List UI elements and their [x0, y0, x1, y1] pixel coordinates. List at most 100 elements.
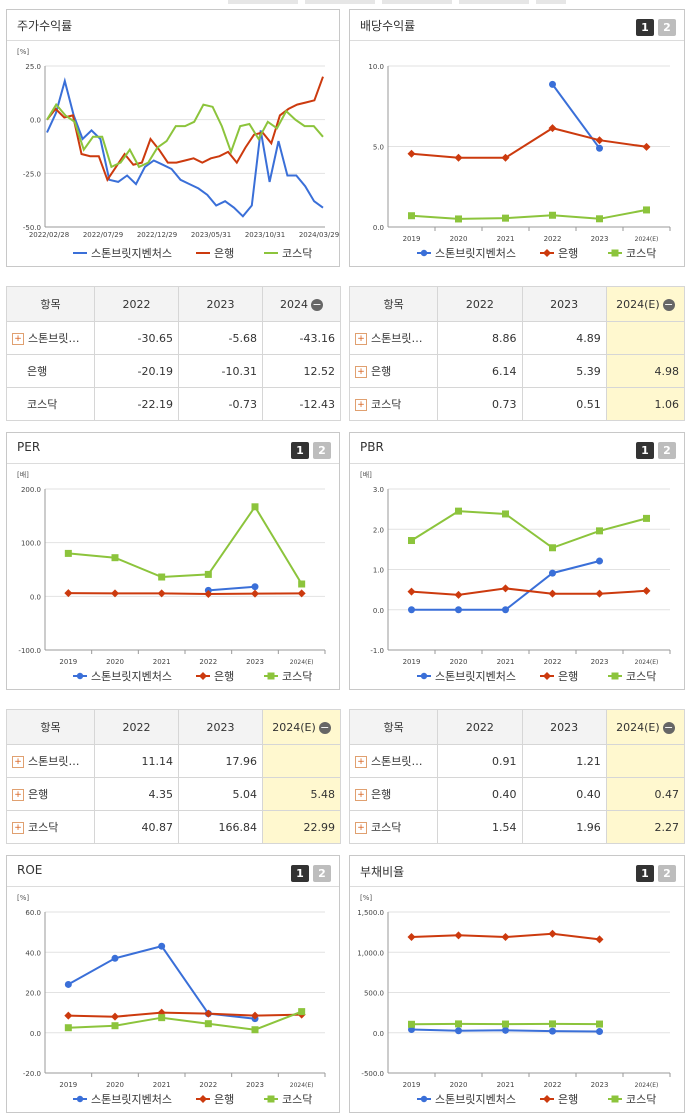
view-2-button[interactable]: 2: [658, 442, 676, 459]
collapse-icon[interactable]: −: [311, 299, 323, 311]
expand-icon[interactable]: +: [12, 789, 24, 801]
table-header: 2022: [95, 710, 179, 745]
data-point: [596, 590, 604, 598]
data-point: [65, 1024, 72, 1031]
expand-icon[interactable]: +: [355, 756, 367, 768]
legend-label: 은행: [214, 1093, 234, 1106]
data-point: [111, 1013, 119, 1021]
y-tick-label: -1.0: [370, 647, 384, 655]
table-cell: 5.39: [522, 355, 606, 388]
panel-title: PER: [17, 440, 40, 454]
data-point: [549, 930, 557, 938]
data-point: [502, 1027, 509, 1034]
table-cell: 11.14: [95, 745, 179, 778]
data-point: [205, 571, 212, 578]
x-tick-label: 2022/12/29: [137, 231, 177, 239]
row-label: 은행: [27, 365, 47, 378]
table-cell: 0.40: [522, 778, 606, 811]
expand-icon[interactable]: +: [12, 756, 24, 768]
y-tick-label: 1,500.0: [357, 909, 384, 917]
table-header: 2022: [95, 287, 179, 322]
expand-icon[interactable]: +: [355, 399, 367, 411]
data-point: [549, 212, 556, 219]
legend-marker: [199, 672, 207, 680]
table-cell: 1.96: [522, 811, 606, 844]
row-label: 은행: [28, 788, 48, 801]
expand-icon[interactable]: +: [355, 822, 367, 834]
y-tick-label: 10.0: [368, 63, 384, 71]
expand-icon[interactable]: +: [12, 333, 24, 345]
legend-marker: [268, 673, 275, 680]
legend-marker: [77, 1096, 83, 1102]
view-1-button[interactable]: 1: [636, 442, 654, 459]
x-tick-label: 2023: [591, 658, 609, 666]
view-2-button[interactable]: 2: [313, 442, 331, 459]
table-cell: 0.47: [606, 778, 684, 811]
expand-icon[interactable]: +: [12, 822, 24, 834]
header-label: 2023: [550, 298, 578, 311]
y-tick-label: 3.0: [373, 486, 384, 494]
table-cell: -5.68: [179, 322, 263, 355]
legend-label: 코스닥: [282, 247, 312, 260]
series-line: [47, 77, 323, 180]
header-label: 2022: [123, 298, 151, 311]
table-header: 2023: [179, 287, 263, 322]
x-tick-label: 2019: [59, 1081, 77, 1089]
row-label: 코스닥: [371, 821, 401, 834]
view-2-button[interactable]: 2: [658, 865, 676, 882]
collapse-icon[interactable]: −: [319, 722, 331, 734]
data-point: [596, 215, 603, 222]
table-header: 항목: [7, 710, 95, 745]
data-point: [596, 527, 603, 534]
expand-icon[interactable]: +: [355, 333, 367, 345]
expand-icon[interactable]: +: [355, 789, 367, 801]
x-tick-label: 2021: [153, 658, 171, 666]
view-1-button[interactable]: 1: [636, 865, 654, 882]
data-point: [502, 1021, 509, 1028]
legend-label: 스톤브릿지벤처스: [435, 670, 516, 683]
y-axis-unit: [%]: [360, 894, 372, 902]
table-cell: 4.35: [95, 778, 179, 811]
view-1-button[interactable]: 1: [291, 865, 309, 882]
row-name: +은행: [350, 778, 438, 811]
y-tick-label: -100.0: [18, 647, 41, 655]
table-cell: [606, 322, 684, 355]
x-tick-label: 2022: [544, 658, 562, 666]
collapse-icon[interactable]: −: [663, 299, 675, 311]
expand-icon[interactable]: +: [355, 366, 367, 378]
y-axis-unit: [배]: [17, 470, 29, 479]
view-1-button[interactable]: 1: [636, 19, 654, 36]
header-label: 2022: [466, 298, 494, 311]
row-name: + 코스닥: [350, 811, 438, 844]
data-point: [112, 955, 119, 962]
table-cell: 1.21: [522, 745, 606, 778]
view-2-button[interactable]: 2: [658, 19, 676, 36]
header-label: 2023: [207, 721, 235, 734]
data-point: [502, 584, 510, 592]
data-point: [643, 587, 651, 595]
data-point: [596, 558, 603, 565]
x-tick-label: 2024(E): [290, 1082, 314, 1089]
table-row: +스톤브릿…-30.65-5.68-43.16: [7, 322, 341, 355]
legend-marker: [543, 672, 551, 680]
table-cell: -20.19: [95, 355, 179, 388]
x-tick-label: 2023/10/31: [245, 231, 285, 239]
y-tick-label: -20.0: [23, 1070, 41, 1078]
data-point: [549, 544, 556, 551]
y-tick-label: 20.0: [25, 990, 41, 998]
table-cell: 4.89: [522, 322, 606, 355]
view-2-button[interactable]: 2: [313, 865, 331, 882]
table-cell: 22.99: [263, 811, 341, 844]
view-1-button[interactable]: 1: [291, 442, 309, 459]
x-tick-label: 2022/02/28: [29, 231, 69, 239]
collapse-icon[interactable]: −: [663, 722, 675, 734]
row-label: 스톤브릿…: [371, 332, 422, 345]
data-point: [408, 1021, 415, 1028]
